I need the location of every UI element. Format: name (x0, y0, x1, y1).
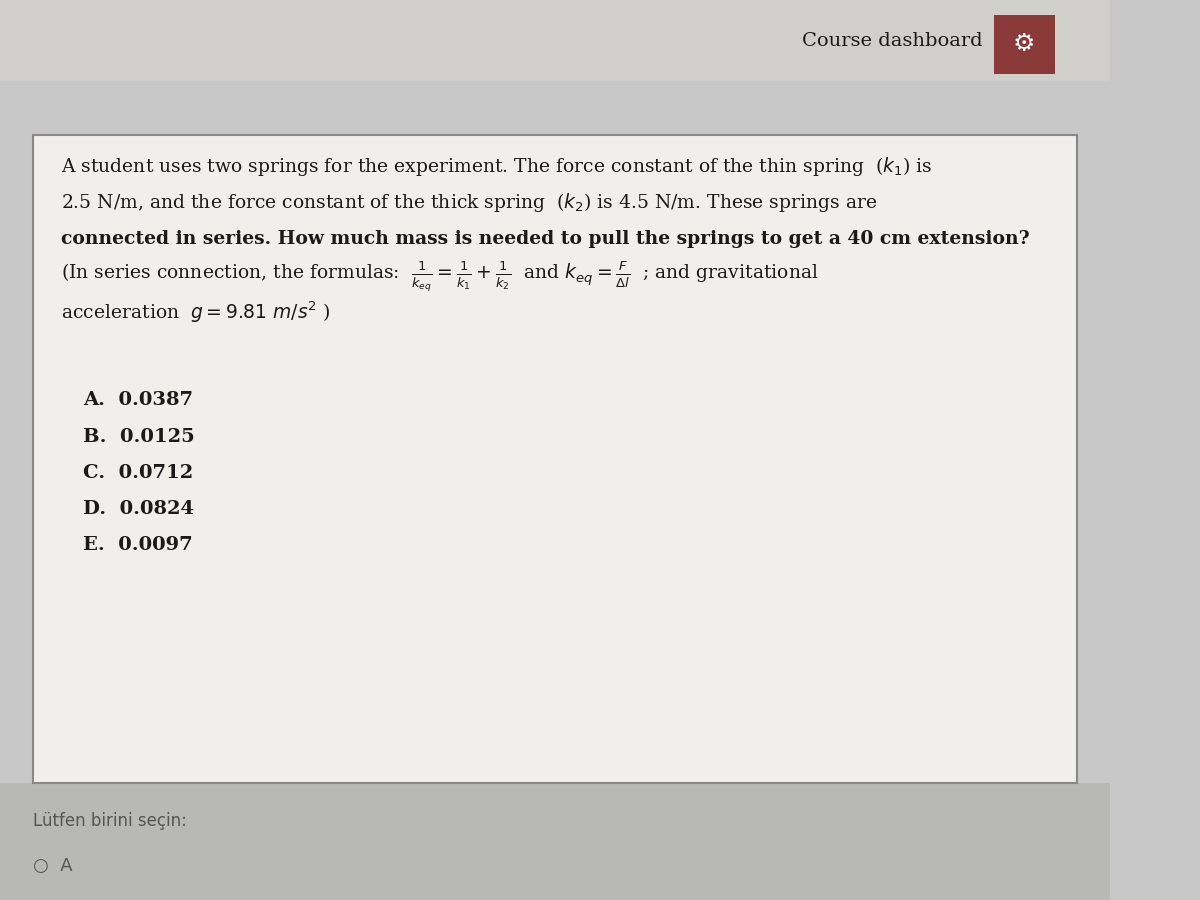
Text: B.  0.0125: B. 0.0125 (83, 428, 196, 446)
FancyBboxPatch shape (0, 783, 1110, 900)
Text: A.  0.0387: A. 0.0387 (83, 392, 193, 410)
FancyBboxPatch shape (994, 15, 1055, 74)
FancyBboxPatch shape (34, 135, 1076, 783)
Text: (In series connection, the formulas:  $\frac{1}{k_{eq}} = \frac{1}{k_1} + \frac{: (In series connection, the formulas: $\f… (61, 259, 818, 293)
Text: A student uses two springs for the experiment. The force constant of the thin sp: A student uses two springs for the exper… (61, 155, 932, 178)
Text: connected in series. How much mass is needed to pull the springs to get a 40 cm : connected in series. How much mass is ne… (61, 230, 1030, 248)
Text: E.  0.0097: E. 0.0097 (83, 536, 193, 554)
Text: ○  A: ○ A (34, 857, 73, 875)
Text: ⚙: ⚙ (1013, 32, 1036, 56)
Text: D.  0.0824: D. 0.0824 (83, 500, 194, 518)
Text: 2.5 N/m, and the force constant of the thick spring  ($k_2$) is 4.5 N/m. These s: 2.5 N/m, and the force constant of the t… (61, 191, 877, 214)
Text: Course dashboard: Course dashboard (802, 32, 983, 50)
Text: acceleration  $g = 9.81\ m/s^2$ ): acceleration $g = 9.81\ m/s^2$ ) (61, 300, 331, 325)
FancyBboxPatch shape (0, 0, 1110, 81)
Text: C.  0.0712: C. 0.0712 (83, 464, 193, 482)
Text: Lütfen birini seçin:: Lütfen birini seçin: (34, 812, 187, 830)
